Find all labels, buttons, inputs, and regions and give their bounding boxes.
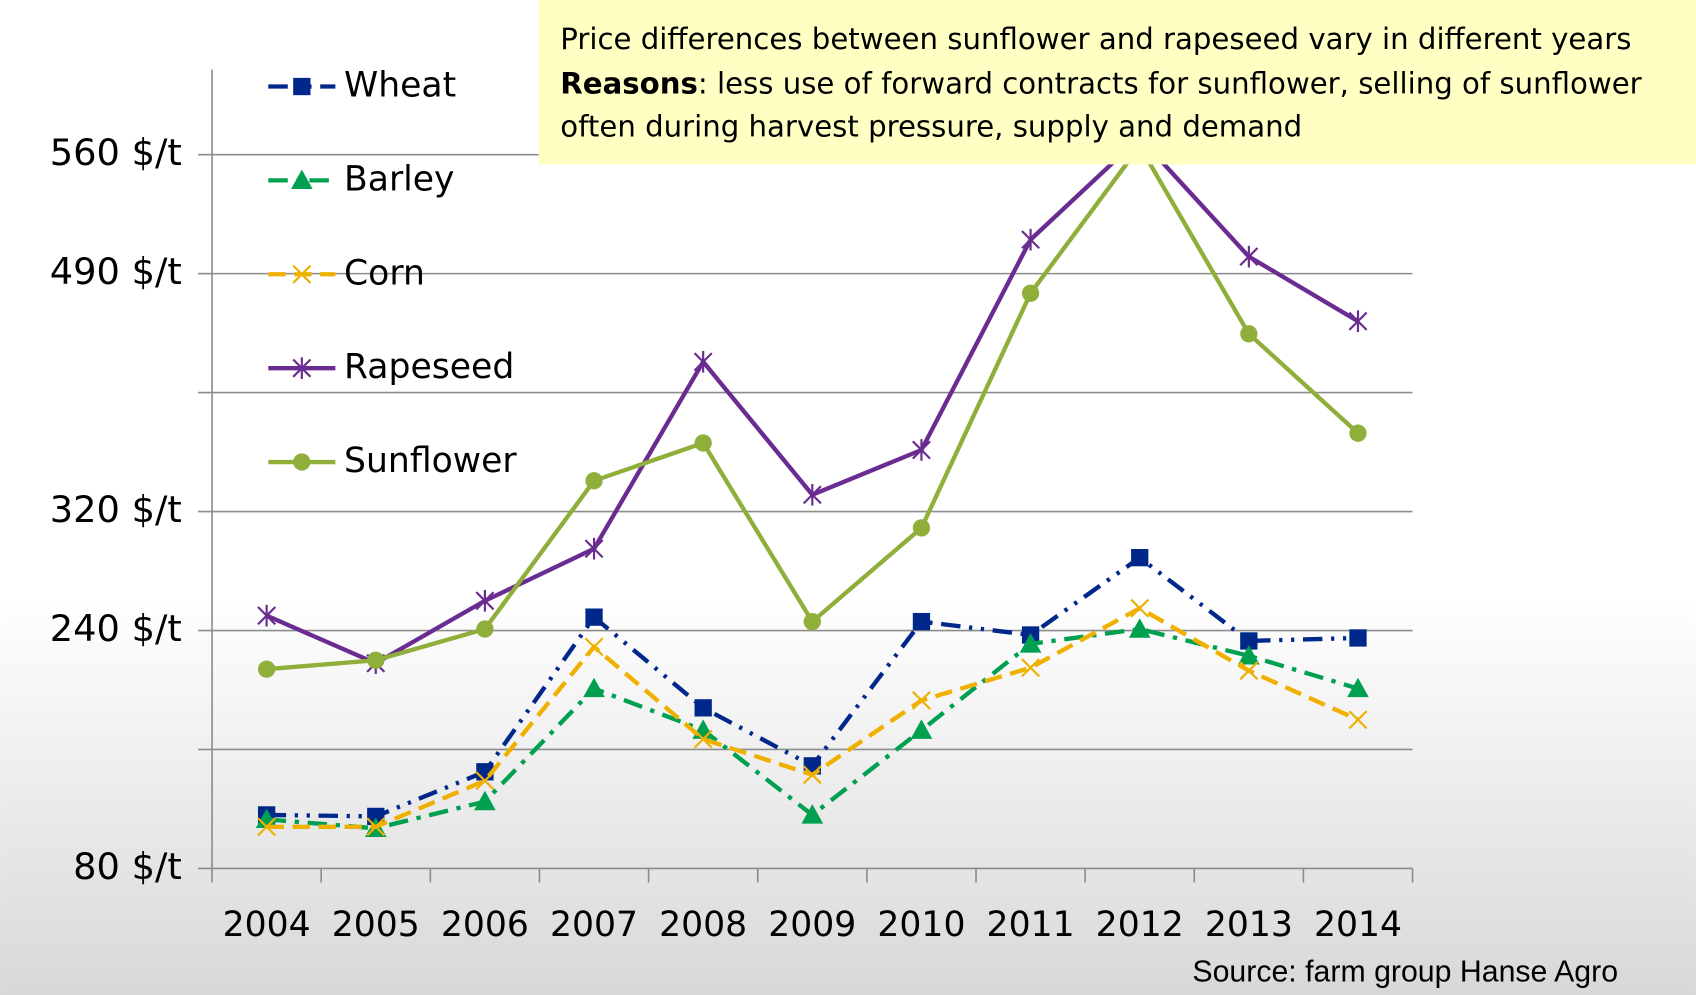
y-tick-label: 560 $/t	[50, 131, 182, 174]
data-point	[255, 808, 278, 829]
data-point	[1240, 325, 1258, 343]
data-point	[1349, 424, 1367, 442]
data-point	[1238, 644, 1260, 665]
data-point	[1021, 658, 1040, 678]
data-point	[910, 719, 933, 739]
data-point	[802, 483, 822, 506]
data-point	[1348, 310, 1368, 333]
x-tick-label: 2009	[768, 905, 856, 945]
legend-marker	[293, 453, 311, 471]
data-point	[585, 472, 603, 490]
data-point	[1021, 284, 1040, 302]
data-point	[1240, 632, 1258, 650]
legend-label: Barley	[344, 159, 455, 199]
data-point	[803, 612, 821, 631]
data-point	[367, 651, 385, 669]
y-tick-label: 490 $/t	[50, 250, 182, 293]
data-point	[367, 807, 385, 826]
data-point	[476, 620, 494, 638]
data-point	[693, 350, 713, 373]
data-point	[694, 699, 712, 717]
data-point	[1239, 245, 1259, 268]
data-point	[475, 589, 495, 612]
annotation-box	[538, 0, 1696, 165]
data-point	[366, 817, 386, 837]
data-point	[694, 434, 712, 452]
data-point	[1348, 710, 1368, 730]
data-point	[912, 691, 931, 710]
data-point	[1349, 629, 1367, 647]
data-point	[912, 612, 931, 631]
data-point	[802, 765, 822, 785]
x-tick-label: 2012	[1096, 905, 1184, 945]
data-point	[584, 637, 604, 657]
data-point	[475, 771, 495, 791]
x-tick-label: 2004	[223, 905, 311, 945]
x-tick-label: 2005	[332, 905, 420, 945]
data-point	[584, 537, 604, 560]
data-point	[912, 439, 931, 461]
x-tick-label: 2008	[659, 905, 747, 945]
y-tick-label: 240 $/t	[50, 607, 182, 650]
y-tick-label: 320 $/t	[50, 488, 182, 531]
data-point	[257, 604, 277, 627]
annotation-line: often during harvest pressure, supply an…	[560, 110, 1302, 144]
legend-marker	[292, 357, 312, 379]
data-point	[1239, 661, 1259, 681]
annotation-bold: Reasons	[560, 66, 698, 100]
data-point	[585, 608, 603, 626]
data-point	[912, 519, 931, 537]
data-point	[1019, 633, 1042, 653]
x-tick-label: 2013	[1205, 905, 1293, 945]
data-point	[1131, 549, 1149, 567]
data-point	[693, 729, 713, 749]
data-point	[583, 677, 605, 698]
x-tick-label: 2011	[987, 905, 1075, 945]
x-tick-label: 2007	[550, 905, 638, 945]
annotation-text: : less use of forward contracts for sunf…	[698, 66, 1642, 100]
data-point	[474, 790, 496, 811]
x-tick-label: 2010	[877, 905, 965, 945]
data-point	[1130, 598, 1150, 618]
legend-marker	[291, 169, 313, 190]
legend-marker	[292, 264, 312, 284]
x-tick-label: 2006	[441, 905, 529, 945]
data-point	[801, 804, 824, 824]
legend-label: Corn	[344, 253, 425, 293]
annotation-line: Reasons: less use of forward contracts f…	[560, 66, 1641, 100]
data-point	[1021, 228, 1040, 251]
data-point	[1347, 677, 1369, 698]
data-point	[257, 660, 276, 678]
data-point	[257, 817, 277, 837]
legend-label: Rapeseed	[344, 347, 514, 387]
legend-marker	[293, 77, 311, 96]
legend-label: Sunflower	[344, 441, 517, 481]
data-point	[1128, 618, 1151, 638]
y-tick-label: 80 $/t	[73, 845, 182, 888]
x-tick-label: 2014	[1314, 905, 1402, 945]
legend-label: Wheat	[344, 66, 456, 106]
source: Source: farm group Hanse Agro	[1192, 955, 1618, 988]
annotation-line: Price differences between sunflower and …	[560, 22, 1631, 56]
